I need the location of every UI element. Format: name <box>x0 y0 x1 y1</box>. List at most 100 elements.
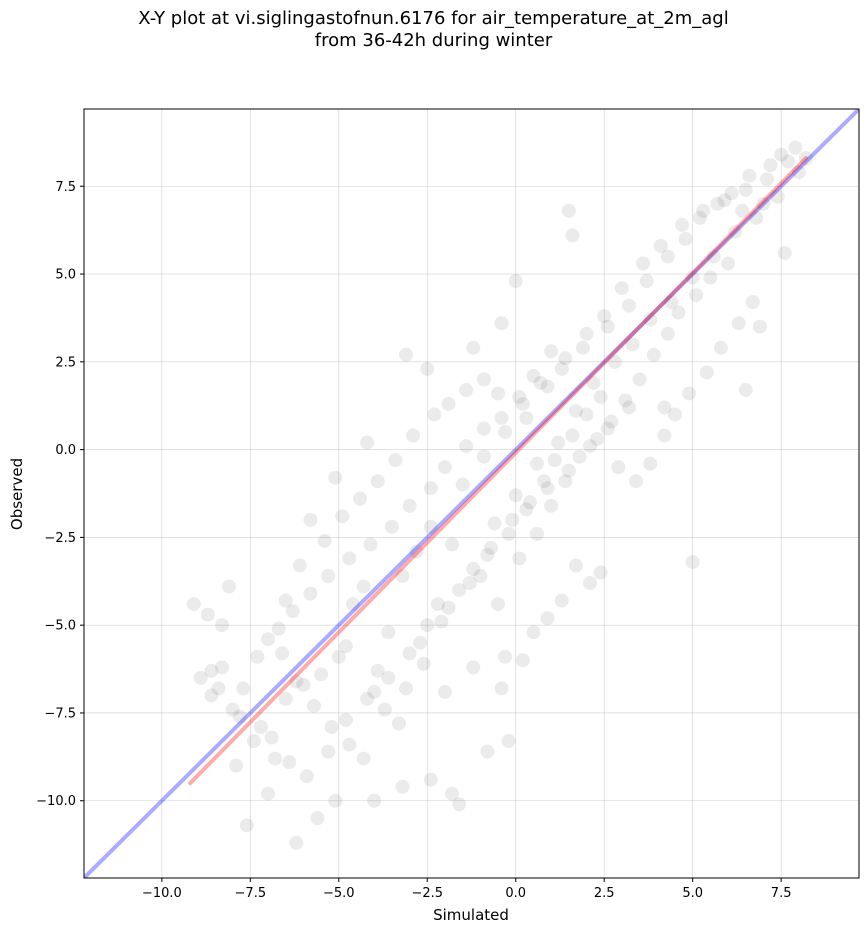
data-point <box>625 337 640 352</box>
data-point <box>643 312 658 327</box>
data-point <box>391 716 406 731</box>
plot-area <box>84 109 859 878</box>
data-point <box>420 361 435 376</box>
data-point <box>232 709 247 724</box>
data-point <box>593 389 608 404</box>
data-point <box>236 681 251 696</box>
data-point <box>788 140 803 155</box>
data-point <box>420 618 435 633</box>
data-point <box>314 667 329 682</box>
data-point <box>759 172 774 187</box>
data-point <box>667 407 682 422</box>
data-point <box>529 526 544 541</box>
data-point <box>402 646 417 661</box>
data-point <box>459 439 474 454</box>
data-point <box>473 569 488 584</box>
data-point <box>324 720 339 735</box>
data-point <box>261 786 276 801</box>
data-point <box>706 249 721 264</box>
data-point <box>225 702 240 717</box>
data-point <box>483 540 498 555</box>
data-point <box>360 435 375 450</box>
data-point <box>321 569 336 584</box>
data-point <box>713 340 728 355</box>
y-tick-label: −2.5 <box>44 531 76 546</box>
data-point <box>738 182 753 197</box>
data-point <box>607 354 622 369</box>
data-point <box>579 407 594 422</box>
data-point <box>597 309 612 324</box>
data-point <box>338 712 353 727</box>
data-point <box>692 210 707 225</box>
data-point <box>660 326 675 341</box>
data-point <box>636 256 651 271</box>
data-point <box>317 533 332 548</box>
x-tick-label: −2.5 <box>411 886 443 901</box>
data-point <box>554 593 569 608</box>
data-point <box>399 681 414 696</box>
data-point <box>476 449 491 464</box>
data-point <box>494 411 509 426</box>
data-point <box>614 281 629 296</box>
data-point <box>519 502 534 517</box>
data-point <box>328 793 343 808</box>
data-point <box>307 698 322 713</box>
data-point <box>278 593 293 608</box>
data-point <box>264 730 279 745</box>
x-tick-label: 0.0 <box>505 886 526 901</box>
data-point <box>491 386 506 401</box>
data-point <box>728 224 743 239</box>
data-point <box>452 797 467 812</box>
data-point <box>275 646 290 661</box>
data-point <box>268 751 283 766</box>
y-tick-label: −10.0 <box>36 794 76 809</box>
x-axis-ticks: −10.0 −7.5 −5.0 −2.5 0.0 2.5 5.0 7.5 <box>142 878 791 901</box>
data-point <box>682 386 697 401</box>
data-point <box>763 158 778 173</box>
data-point <box>239 818 254 833</box>
data-point <box>696 203 711 218</box>
y-tick-label: −7.5 <box>44 706 76 721</box>
data-point <box>338 639 353 654</box>
data-point <box>335 509 350 524</box>
data-point <box>261 632 276 647</box>
data-point <box>370 663 385 678</box>
data-point <box>508 274 523 289</box>
data-point <box>621 298 636 313</box>
data-point <box>544 344 559 359</box>
data-point <box>445 786 460 801</box>
data-point <box>515 396 530 411</box>
data-point <box>738 382 753 397</box>
data-point <box>657 400 672 415</box>
data-point <box>356 579 371 594</box>
data-point <box>211 681 226 696</box>
data-point <box>544 498 559 513</box>
data-point <box>310 811 325 826</box>
y-tick-label: 0.0 <box>55 443 76 458</box>
data-point <box>204 688 219 703</box>
data-point <box>590 432 605 447</box>
data-point <box>353 491 368 506</box>
data-point <box>466 561 481 576</box>
data-point <box>296 677 311 692</box>
data-point <box>653 238 668 253</box>
data-point <box>367 793 382 808</box>
data-point <box>303 586 318 601</box>
y-tick-label: 7.5 <box>55 180 76 195</box>
data-point <box>437 460 452 475</box>
data-point <box>445 537 460 552</box>
data-point <box>565 428 580 443</box>
data-point <box>381 670 396 685</box>
y-tick-label: 2.5 <box>55 355 76 370</box>
data-point <box>345 597 360 612</box>
y-axis-label: Observed <box>8 458 26 530</box>
data-point <box>752 319 767 334</box>
data-point <box>229 758 244 773</box>
data-point <box>215 660 230 675</box>
data-point <box>413 635 428 650</box>
data-point <box>328 470 343 485</box>
data-point <box>742 168 757 183</box>
data-point <box>512 551 527 566</box>
data-point <box>554 361 569 376</box>
